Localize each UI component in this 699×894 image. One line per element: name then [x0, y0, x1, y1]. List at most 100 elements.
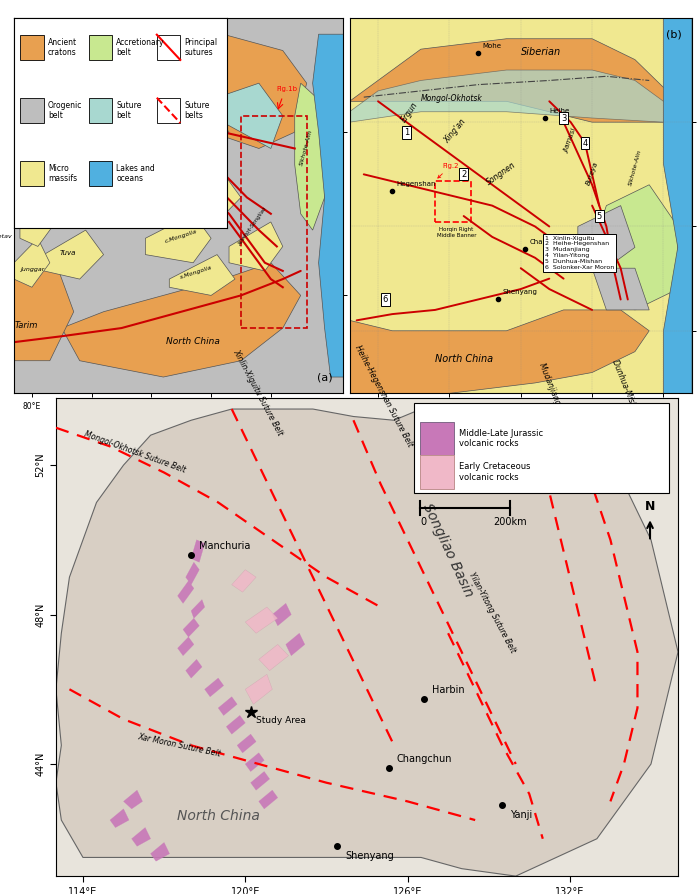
- Text: Xinlin-Xiguitu Suture Belt: Xinlin-Xiguitu Suture Belt: [232, 348, 285, 437]
- Text: Principal
sutures: Principal sutures: [185, 38, 217, 57]
- Text: 3: 3: [561, 114, 566, 122]
- Polygon shape: [237, 734, 256, 753]
- Polygon shape: [286, 633, 305, 655]
- Text: Heihe: Heihe: [549, 108, 570, 114]
- Text: Siberian: Siberian: [103, 68, 140, 77]
- Polygon shape: [178, 581, 194, 603]
- Polygon shape: [145, 214, 211, 263]
- Polygon shape: [110, 809, 129, 828]
- Polygon shape: [226, 715, 245, 734]
- Text: (b): (b): [666, 30, 682, 39]
- Polygon shape: [245, 674, 273, 704]
- Text: Jiamusi: Jiamusi: [563, 129, 578, 155]
- Text: Muyunk: Muyunk: [13, 213, 38, 218]
- Text: Mohe: Mohe: [482, 43, 501, 49]
- Polygon shape: [205, 678, 224, 696]
- Polygon shape: [131, 828, 150, 847]
- Text: Yilan-Yitong Suture Belt: Yilan-Yitong Suture Belt: [467, 570, 517, 654]
- Text: Accretionary
belt: Accretionary belt: [116, 38, 165, 57]
- Text: Heihe-Hegenshan Suture Belt: Heihe-Hegenshan Suture Belt: [354, 344, 415, 449]
- Text: Dunhua-Mishan Suture Belt: Dunhua-Mishan Suture Belt: [610, 358, 658, 460]
- Text: Suture
belts: Suture belts: [185, 101, 210, 120]
- Text: Early Cretaceous
volcanic rocks: Early Cretaceous volcanic rocks: [459, 462, 531, 482]
- Text: Micro
massifs: Micro massifs: [48, 164, 77, 183]
- Polygon shape: [218, 696, 237, 715]
- Polygon shape: [62, 263, 301, 377]
- Polygon shape: [150, 842, 170, 861]
- Polygon shape: [229, 222, 283, 271]
- Polygon shape: [211, 83, 283, 148]
- Text: Ergun: Ergun: [399, 100, 420, 124]
- Text: Bureya: Bureya: [585, 160, 599, 186]
- Text: 5: 5: [597, 212, 602, 221]
- Text: Xilinhot-Songliao: Xilinhot-Songliao: [238, 207, 268, 248]
- Polygon shape: [295, 83, 331, 230]
- Text: Mudanjiang Suture Belt: Mudanjiang Suture Belt: [538, 362, 579, 449]
- Text: Orogenic
belt: Orogenic belt: [48, 101, 82, 120]
- Text: Fig.2: Fig.2: [438, 163, 459, 178]
- Text: Khanka: Khanka: [599, 237, 617, 258]
- Text: Mongol-Okhotsk: Mongol-Okhotsk: [421, 95, 482, 104]
- Text: Tarim: Tarim: [14, 321, 38, 330]
- Text: Yanji: Yanji: [510, 810, 533, 820]
- Text: (a): (a): [317, 372, 333, 382]
- Text: Manchuria: Manchuria: [199, 541, 251, 552]
- Polygon shape: [312, 34, 361, 377]
- Text: c.Mongolia: c.Mongolia: [164, 229, 198, 244]
- Text: Tuva: Tuva: [59, 249, 76, 256]
- Text: Harbin: Harbin: [432, 685, 465, 695]
- Polygon shape: [578, 206, 635, 268]
- Text: s.Mongolia: s.Mongolia: [180, 265, 213, 280]
- Polygon shape: [191, 600, 205, 619]
- Text: Xar Moron Suture Belt: Xar Moron Suture Belt: [137, 732, 222, 758]
- Polygon shape: [183, 619, 199, 637]
- Text: 4: 4: [582, 139, 588, 148]
- Polygon shape: [44, 230, 103, 279]
- Text: (c): (c): [654, 409, 669, 420]
- Polygon shape: [186, 660, 202, 678]
- Text: Siberian: Siberian: [521, 47, 561, 57]
- Polygon shape: [350, 38, 678, 122]
- Polygon shape: [259, 645, 289, 670]
- Text: Sikhote-Alin: Sikhote-Alin: [628, 148, 642, 186]
- Text: Junggar: Junggar: [20, 267, 44, 272]
- Polygon shape: [56, 409, 678, 876]
- Text: Horqin Right
Middle Banner: Horqin Right Middle Banner: [437, 227, 476, 238]
- Text: 200km: 200km: [493, 517, 527, 527]
- Polygon shape: [169, 107, 229, 156]
- Text: 0: 0: [420, 517, 426, 527]
- Text: Songnen: Songnen: [485, 160, 518, 187]
- Text: Sikhote-Alin: Sikhote-Alin: [299, 128, 314, 165]
- Polygon shape: [186, 562, 199, 585]
- Polygon shape: [20, 198, 56, 247]
- Polygon shape: [232, 569, 256, 592]
- Polygon shape: [245, 607, 278, 633]
- Text: Xing'an: Xing'an: [442, 117, 468, 145]
- Text: 1: 1: [404, 128, 409, 137]
- Polygon shape: [0, 263, 73, 360]
- Polygon shape: [178, 637, 194, 655]
- Polygon shape: [273, 603, 291, 626]
- Text: Songliao Basin: Songliao Basin: [420, 501, 476, 599]
- Text: Changchun: Changchun: [529, 240, 569, 245]
- Polygon shape: [14, 239, 50, 287]
- Text: Changchun: Changchun: [397, 755, 452, 764]
- Text: Lakes and
oceans: Lakes and oceans: [116, 164, 155, 183]
- Text: Ancient
cratons: Ancient cratons: [48, 38, 77, 57]
- Text: Shenyang: Shenyang: [345, 851, 394, 861]
- Bar: [414, 402, 669, 493]
- Polygon shape: [592, 268, 649, 310]
- Polygon shape: [175, 173, 241, 222]
- Bar: [420, 422, 454, 455]
- Text: Hegenshan: Hegenshan: [396, 181, 436, 187]
- Text: 6: 6: [382, 295, 388, 304]
- Text: Yablanov: Yablanov: [179, 120, 208, 133]
- Polygon shape: [245, 753, 264, 772]
- Text: North China: North China: [177, 809, 259, 823]
- Text: Middle-Late Jurassic
volcanic rocks: Middle-Late Jurassic volcanic rocks: [459, 429, 543, 448]
- Text: 1  Xinlin-Xiguitu
2  Heihe-Hegenshan
3  Mudanjiang
4  Yilan-Yitong
5  Dunhua-Mis: 1 Xinlin-Xiguitu 2 Heihe-Hegenshan 3 Mud…: [545, 236, 614, 270]
- Polygon shape: [169, 255, 235, 295]
- Polygon shape: [124, 790, 143, 809]
- Polygon shape: [592, 185, 678, 310]
- Bar: [435, 181, 471, 223]
